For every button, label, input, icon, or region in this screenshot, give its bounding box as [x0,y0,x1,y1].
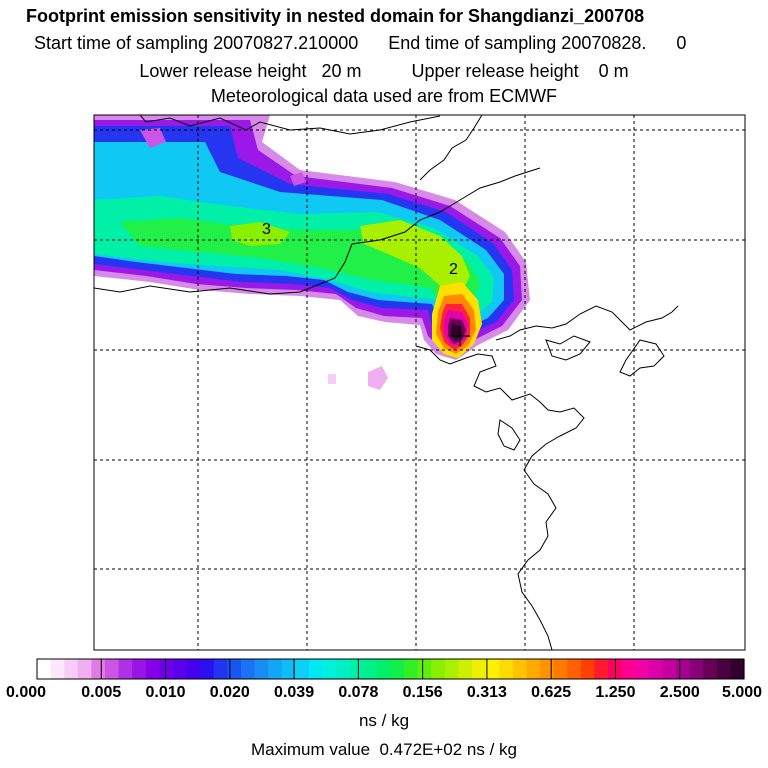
plus-marker [450,326,470,346]
release-height-line: Lower release height 20 m Upper release … [139,61,629,81]
colorbar-cell [730,659,745,679]
colorbar-cell [431,659,446,679]
colorbar-cell [37,659,52,679]
colorbar-frame [36,658,745,680]
colorbar-cells [37,659,745,679]
colorbar-dividers [100,659,681,679]
colorbar-cell [676,659,691,679]
colorbar-tick-label: 0.625 [531,684,572,701]
colorbar-cell [186,659,201,679]
colorbar-cell [200,659,215,679]
colorbar-units: ns / kg [358,711,410,730]
colorbar-cell [648,659,664,679]
colorbar-tick-label: 0.005 [81,684,122,701]
colorbar-cell [336,659,351,679]
colorbar-cell [376,659,392,679]
colorbar-cell [363,659,378,679]
colorbar-cell [594,659,609,679]
colorbar-tick-label: 0.039 [274,684,315,701]
meteorological-data-line: Meteorological data used are from ECMWF [210,86,558,106]
map-frame [93,114,746,651]
colorbar-cell [553,659,568,679]
colorbar-cell [526,659,541,679]
colorbar-cell [512,659,528,679]
colorbar-tick-label: 0.156 [402,684,443,701]
colorbar-cell [295,659,310,679]
colorbar-cell [268,659,283,679]
colorbar-cell [580,659,596,679]
colorbar-cell [91,659,106,679]
colorbar-tick-label: 5.000 [721,684,763,701]
colorbar-cell [118,659,133,679]
colorbar-cell [662,659,677,679]
colorbar-cell [716,659,732,679]
colorbar-cell [213,659,228,679]
colorbar-cell [227,659,242,679]
colorbar-cell [322,659,337,679]
plot-title: Footprint emission sensitivity in nested… [26,6,645,26]
colorbar-cell [485,659,500,679]
colorbar-cell [254,659,269,679]
colorbar-cell [132,659,147,679]
colorbar-tick-label: 0.313 [466,684,507,701]
colorbar-cell [417,659,432,679]
colorbar-cell [159,659,174,679]
maximum-value-text: Maximum value 0.472E+02 ns / kg [251,740,517,759]
colorbar-cell [404,659,419,679]
colorbar-cell [240,659,256,679]
colorbar-cell [50,659,65,679]
colorbar-cell [689,659,704,679]
colorbar-tick-label: 0.000 [5,684,47,701]
colorbar-tick-label: 0.010 [145,684,186,701]
colorbar-cell [703,659,718,679]
footprint-field [94,115,530,390]
colorbar-cell [499,659,514,679]
colorbar-cell [458,659,473,679]
contour-label-3: 3 [262,221,271,238]
contour-label-2: 2 [449,261,458,278]
colorbar-cell [308,659,324,679]
colorbar-cell [104,659,120,679]
colorbar-tick-label: 0.020 [209,684,250,701]
colorbar-cell [567,659,582,679]
colorbar-cell [635,659,650,679]
colorbar-cell [390,659,405,679]
colorbar-cell [172,659,188,679]
colorbar-cell [472,659,487,679]
colorbar-cell [540,659,555,679]
colorbar-tick-label: 0.078 [338,684,379,701]
colorbar-cell [145,659,160,679]
coastlines [94,115,679,650]
colorbar-cell [64,659,79,679]
colorbar-cell [621,659,636,679]
map-gridlines [94,115,745,650]
colorbar-cell [281,659,296,679]
colorbar-cell [77,659,92,679]
colorbar-tick-label: 2.500 [659,684,700,701]
sampling-time-line: Start time of sampling 20070827.210000 E… [34,33,687,53]
colorbar-tick-label: 1.250 [595,684,636,701]
colorbar-cell [349,659,364,679]
colorbar-cell [444,659,460,679]
